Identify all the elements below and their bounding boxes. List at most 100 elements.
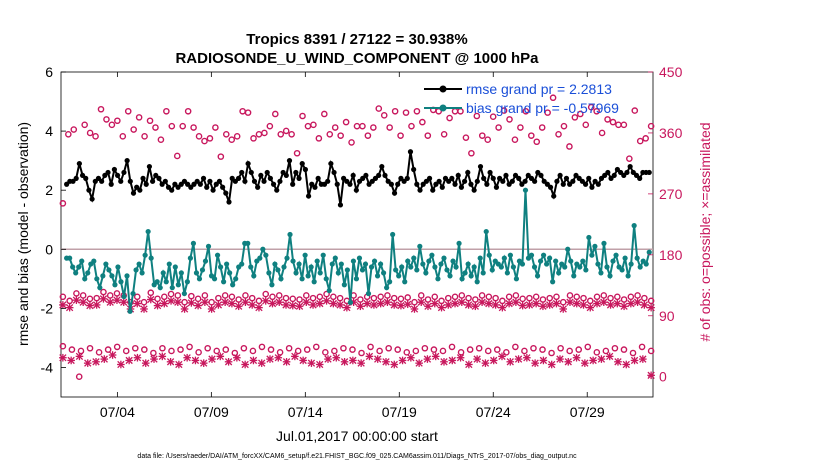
bias-point [224,261,230,267]
obs-possible-marker [519,295,526,303]
obs-possible-marker [446,114,453,122]
bias-point [317,270,323,276]
obs-assimilated-marker [160,299,169,308]
obs-possible-marker [168,122,176,130]
rmse-point [382,172,388,179]
obs-assimilated-marker [257,359,266,367]
rmse-point [605,169,611,176]
rmse-point [436,178,442,184]
bias-point [450,258,456,264]
x-tick-label: 07/04 [100,404,135,420]
rmse-point [302,166,309,173]
bias-point [550,279,556,285]
obs-possible-marker [188,292,195,300]
rmse-point [391,190,398,196]
bias-point [471,264,477,270]
bias-point [580,258,586,264]
obs-possible-marker [386,124,393,131]
bias-point [227,270,233,276]
rmse-point [484,181,490,187]
obs-assimilated-marker [473,355,481,363]
obs-possible-marker [316,293,324,301]
bias-point [595,261,601,267]
obs-possible-marker [59,342,67,350]
obs-assimilated-marker [241,298,250,307]
obs-assimilated-marker [158,352,167,361]
legend-bias-marker [439,104,447,112]
bias-point [429,252,435,258]
obs-assimilated-marker [248,301,256,309]
bias-point [347,299,353,306]
bias-point [601,240,607,246]
rmse-point [331,169,337,176]
obs-possible-marker [512,343,519,351]
rmse-point [455,172,461,179]
bias-point [248,264,254,270]
obs-assimilated-marker [556,355,564,363]
obs-possible-marker [403,349,411,356]
obs-possible-marker [249,347,257,355]
obs-assimilated-marker [458,298,466,307]
bias-point [121,293,127,300]
obs-possible-marker [359,122,366,130]
obs-assimilated-marker [224,357,233,366]
obs-assimilated-marker [531,359,539,367]
obs-possible-marker [593,107,600,115]
rmse-point [487,169,493,176]
rmse-point [121,169,127,176]
obs-assimilated-marker [357,359,365,367]
rmse-point [248,169,254,176]
rmse-point [89,196,95,202]
obs-possible-marker [113,290,121,297]
bias-point [453,264,459,270]
bias-point [323,276,329,282]
obs-possible-marker [478,292,486,299]
obs-possible-marker [419,118,426,126]
rmse-point [277,178,283,184]
obs-possible-marker [340,344,347,352]
obs-assimilated-marker [183,353,191,362]
bias-point [396,273,402,279]
obs-assimilated-marker [586,303,595,312]
bias-point [568,258,574,264]
rmse-point [509,178,515,184]
legend-bias-label: bias grand pr = -0.57969 [466,100,619,116]
obs-possible-marker [177,346,184,353]
bias-point [308,264,314,270]
rmse-point [290,181,296,187]
obs-possible-marker [228,293,236,301]
obs-assimilated-marker [640,301,649,309]
obs-possible-marker [244,109,252,116]
obs-possible-marker [634,292,641,299]
bias-point [610,258,616,264]
bias-point [79,258,85,264]
rmse-point [162,178,168,184]
rmse-point [503,172,509,179]
obs-possible-marker [408,122,415,130]
obs-possible-marker [282,127,290,135]
obs-possible-marker [66,297,73,305]
rmse-point [124,158,130,164]
obs-assimilated-marker [100,355,109,363]
obs-possible-marker [222,346,230,353]
obs-possible-marker [527,132,535,139]
obs-assimilated-marker [295,302,304,311]
obs-assimilated-marker [430,299,439,308]
obs-possible-marker [186,343,193,351]
obs-possible-marker [337,132,344,139]
rmse-point [245,160,251,167]
bias-point [154,279,160,285]
obs-assimilated-marker [356,302,365,311]
bias-point [531,264,538,270]
rmse-point [353,187,359,193]
rmse-point [376,172,382,179]
rmse-point [111,166,117,173]
rmse-point [239,169,245,176]
bias-point [519,261,526,267]
bias-point [468,273,474,279]
obs-possible-marker [584,343,592,351]
obs-possible-marker [468,149,475,157]
rmse-point [395,181,401,187]
rmse-point [169,187,175,193]
